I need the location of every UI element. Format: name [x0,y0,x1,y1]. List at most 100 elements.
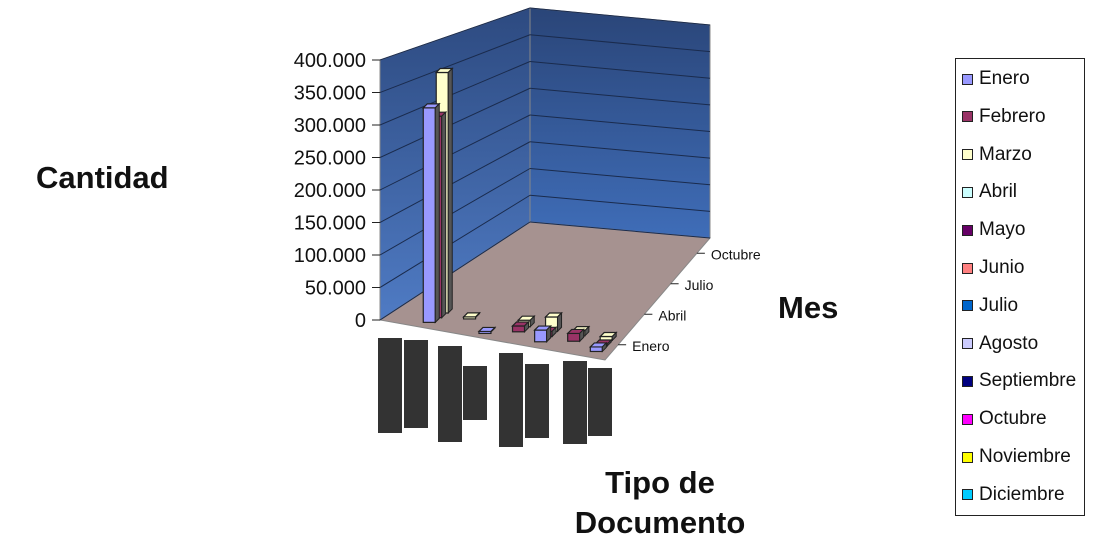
legend-swatch [962,111,973,123]
x-tick-label-block [563,361,587,444]
gridline [379,7,531,61]
legend-swatch [962,73,973,85]
depth-axis-title: Mes [778,290,839,325]
x-tick-label-block [404,340,428,428]
bar-side [579,328,585,343]
y-tick-label: 50.000 [305,278,366,300]
legend-label: Agosto [979,332,1039,354]
gridline [529,34,711,53]
legend-swatch [962,489,973,501]
depth-tick-label: Octubre [711,246,761,262]
legend-label: Noviembre [979,446,1071,467]
x-tick-label-block [525,364,549,438]
y-tick-label: 150.000 [294,213,366,235]
legend-item: Octubre [962,407,1047,431]
legend-label: Julio [979,294,1019,316]
legend-swatch [962,300,973,312]
legend-label: Octubre [979,408,1047,430]
gridline [529,168,711,186]
bar-side [546,324,552,343]
bar-side [611,331,617,342]
gridline [529,87,711,106]
legend-label: Febrero [979,105,1046,127]
gridline [379,141,531,223]
legend-label: Enero [979,68,1030,89]
legend-swatch [962,262,973,274]
gridline [529,114,711,132]
y-tick-label: 100.000 [294,245,366,267]
legend-item: Septiembre [962,369,1076,393]
gridline [529,221,711,239]
y-tick-label: 400.000 [294,50,366,72]
depth-tick-label: Enero [632,338,670,354]
legend: Enero Febrero Marzo Abril Mayo Junio Julio Agos… [955,58,1085,516]
gridline [379,87,531,158]
legend-swatch [962,224,973,236]
legend-swatch [962,149,973,161]
legend-label: Marzo [979,143,1032,165]
depth-tick-label: Abril [658,307,686,323]
bar-side [551,326,557,338]
bar-enero [589,346,603,353]
legend-swatch [962,375,973,387]
bar-side [601,341,607,353]
x-tick-label-block [588,368,612,436]
bar-side [584,325,590,338]
bar-enero [534,329,548,343]
legend-item: Abril [962,180,1017,204]
x-tick-label-block [499,353,523,447]
bar-side [524,320,530,334]
legend-item: Junio [962,256,1024,280]
bar-side [475,311,481,319]
gridline [379,221,531,321]
gridline [379,168,531,256]
gridline [379,61,531,126]
legend-item: Marzo [962,143,1032,167]
bar-side [441,110,447,319]
legend-item: Enero [962,67,1030,91]
x-tick-label-block [438,346,462,442]
bar-side [606,338,612,348]
legend-item: Diciembre [962,483,1065,507]
legend-item: Julio [962,294,1018,318]
legend-label: Mayo [979,219,1026,241]
bar-side [529,314,535,328]
bar-enero [422,107,436,323]
bar-side [557,311,563,333]
y-tick-label: 200.000 [294,180,366,202]
bar-side [447,67,453,315]
depth-tick-label: Julio [685,277,714,293]
legend-swatch [962,186,973,198]
legend-swatch [962,451,973,463]
y-tick-label: 250.000 [294,148,366,170]
gridline [529,194,711,212]
bar-side [434,102,440,324]
y-tick-label: 0 [355,310,366,332]
legend-label: Diciembre [979,483,1065,505]
x-tick-label-block [463,366,487,420]
x-axis-title: Tipo de Documento [574,465,746,540]
gridline [529,61,711,79]
gridline [529,7,711,26]
gridline [379,114,531,191]
y-axis-title: Cantidad [36,160,169,195]
gridline [379,34,531,93]
bar-febrero [511,325,526,333]
legend-item: Mayo [962,218,1025,242]
gridline [529,141,711,159]
legend-swatch [962,413,973,425]
legend-swatch [962,338,973,350]
bar-side [490,326,496,334]
legend-label: Abril [979,181,1018,203]
legend-item: Febrero [962,105,1046,129]
y-tick-label: 350.000 [294,83,366,105]
legend-item: Noviembre [962,445,1071,469]
legend-item: Agosto [962,332,1038,356]
bar-febrero [567,332,581,342]
legend-label: Junio [979,257,1025,278]
x-tick-label-block [378,338,402,433]
y-tick-label: 300.000 [294,115,366,137]
legend-label: Septiembre [979,370,1077,392]
gridline [379,194,531,288]
